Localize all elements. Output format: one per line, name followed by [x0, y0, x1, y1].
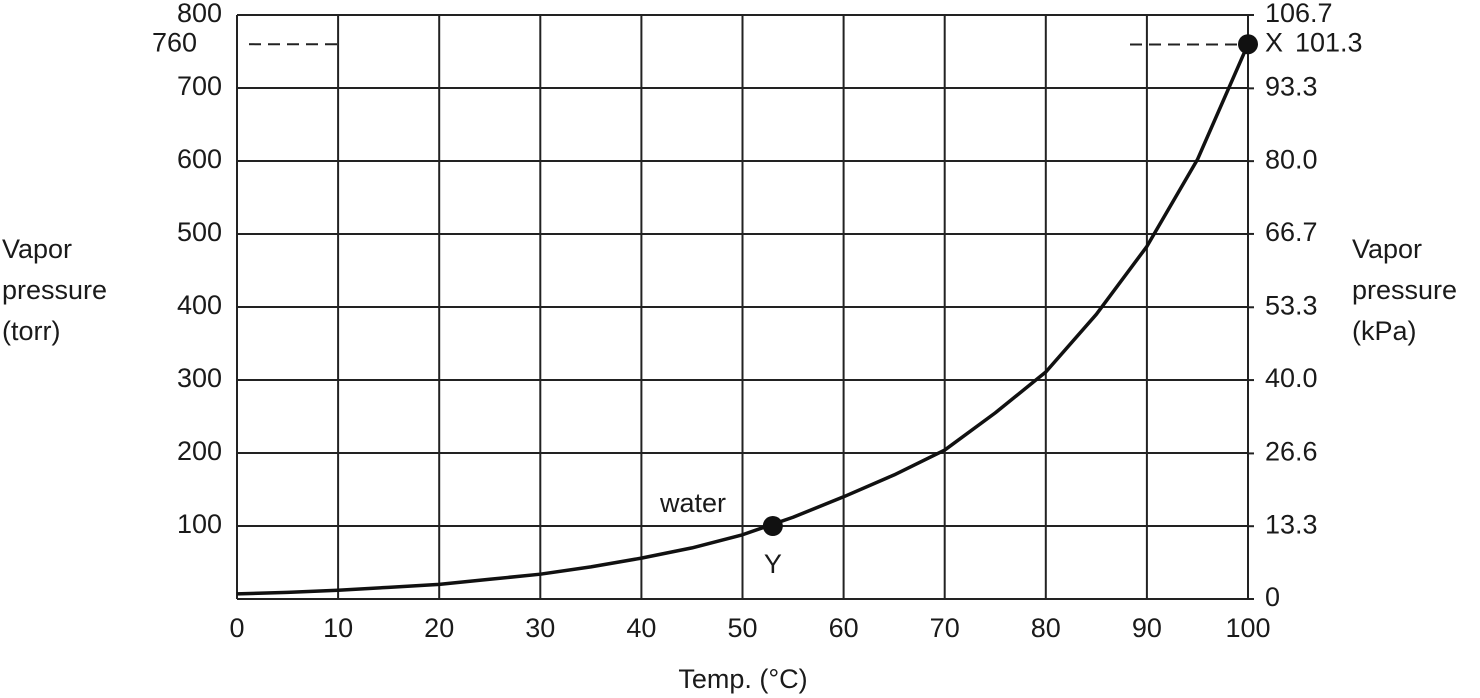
y2-axis-label: Vapor — [1352, 234, 1422, 264]
x-tick-label: 10 — [323, 613, 353, 643]
x-tick-label: 0 — [229, 613, 244, 643]
reference-label: 101.3 — [1295, 28, 1363, 58]
point — [1238, 34, 1258, 55]
y2-tick-label: 13.3 — [1265, 509, 1318, 539]
y2-axis-label: pressure — [1352, 275, 1457, 305]
x-tick-label: 90 — [1132, 613, 1162, 643]
y2-tick-label: 40.0 — [1265, 363, 1318, 393]
x-tick-label: 70 — [930, 613, 960, 643]
x-tick-label: 30 — [525, 613, 555, 643]
y-axis-label: pressure — [2, 275, 107, 305]
y-tick-label: 500 — [177, 217, 222, 247]
y-tick-label: 800 — [177, 0, 222, 28]
x-tick-label: 60 — [829, 613, 859, 643]
y2-tick-label: 66.7 — [1265, 217, 1318, 247]
y2-tick-label: 26.6 — [1265, 437, 1318, 467]
y-tick-label: 300 — [177, 363, 222, 393]
y2-tick-label: 0 — [1265, 582, 1280, 612]
y-tick-label: 600 — [177, 144, 222, 174]
x-tick-label: 80 — [1031, 613, 1061, 643]
point-label: Y — [764, 549, 782, 579]
x-tick-label: 100 — [1225, 613, 1270, 643]
line — [236, 43, 1250, 596]
point-label: X — [1265, 27, 1283, 57]
x-tick-label: 40 — [626, 613, 656, 643]
y2-tick-label: 80.0 — [1265, 144, 1318, 174]
y2-tick-label: 106.7 — [1265, 0, 1333, 28]
x-tick-label: 50 — [727, 613, 757, 643]
series-label: water — [659, 488, 726, 518]
y2-tick-label: 93.3 — [1265, 71, 1318, 101]
y-axis-label: Vapor — [2, 234, 72, 264]
y2-axis-label: (kPa) — [1352, 316, 1417, 346]
y2-tick-label: 53.3 — [1265, 290, 1318, 320]
x-axis-label: Temp. (°C) — [678, 664, 807, 694]
y-tick-label: 200 — [177, 436, 222, 466]
y-axis-label: (torr) — [2, 316, 60, 346]
x-tick-label: 20 — [424, 613, 454, 643]
y-tick-label: 400 — [177, 290, 222, 320]
y-tick-label: 700 — [177, 71, 222, 101]
point — [762, 516, 783, 536]
reference-label: 760 — [152, 27, 197, 57]
y-tick-label: 100 — [177, 509, 222, 539]
